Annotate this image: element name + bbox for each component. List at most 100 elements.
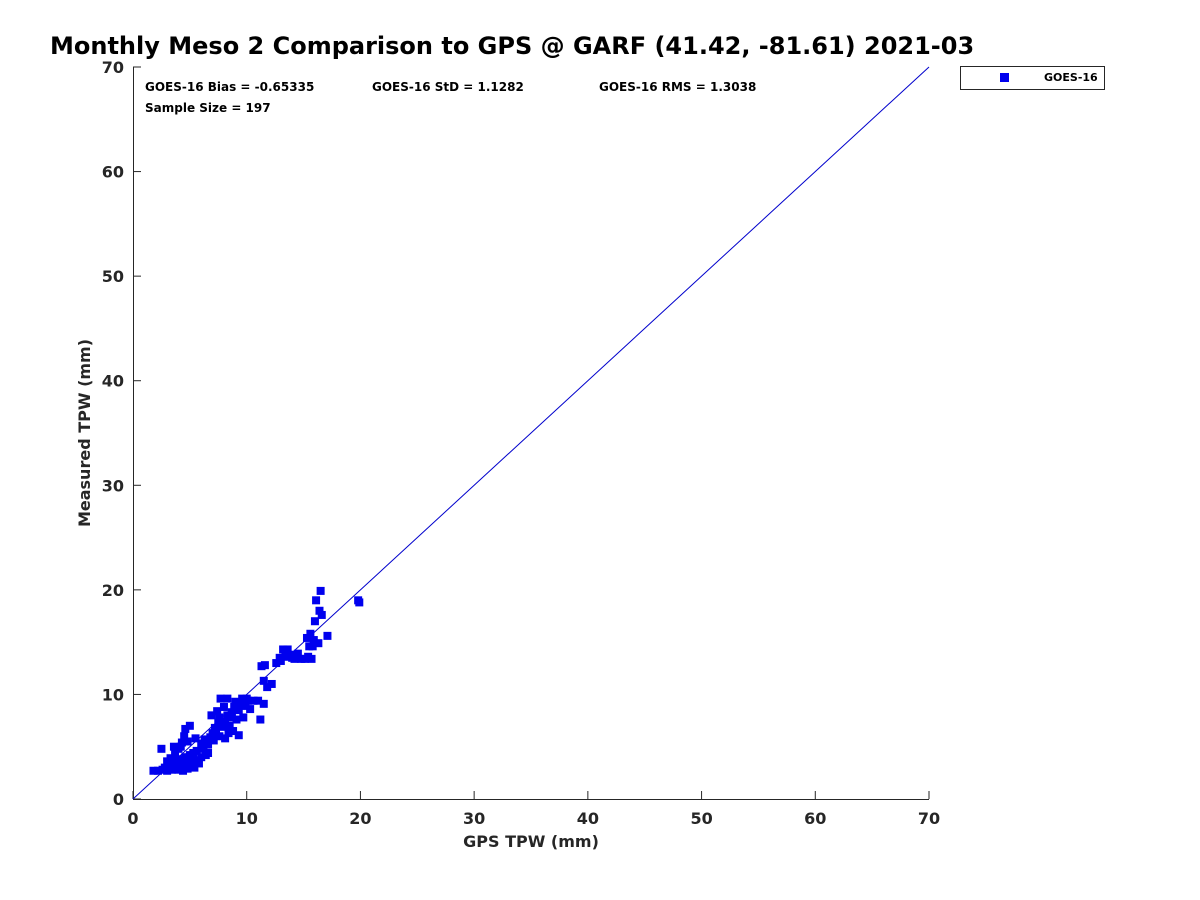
data-point xyxy=(239,713,248,722)
data-point xyxy=(312,596,321,605)
data-point xyxy=(181,753,190,762)
data-point xyxy=(304,652,313,661)
data-point xyxy=(302,633,311,642)
data-point xyxy=(279,645,288,654)
data-point xyxy=(256,715,265,724)
data-point xyxy=(260,661,269,670)
data-point xyxy=(177,738,186,747)
data-point xyxy=(194,759,203,768)
data-point xyxy=(323,631,332,640)
data-point xyxy=(240,700,249,709)
data-point xyxy=(179,766,188,775)
x-tick-label: 30 xyxy=(463,809,485,828)
data-point xyxy=(238,694,247,703)
data-point xyxy=(229,727,238,736)
data-point xyxy=(157,744,166,753)
data-point xyxy=(180,732,189,741)
data-point xyxy=(259,676,268,685)
data-point xyxy=(180,758,189,767)
x-tick-label: 20 xyxy=(349,809,371,828)
data-point xyxy=(213,707,222,716)
data-point xyxy=(249,696,258,705)
data-point xyxy=(225,721,234,730)
x-axis-label: GPS TPW (mm) xyxy=(463,832,599,851)
stat-std: GOES-16 StD = 1.1282 xyxy=(372,80,524,94)
data-point xyxy=(171,750,180,759)
plot-axes: 0 10 20 30 40 50 60 70 0 10 20 30 40 50 60 70 xyxy=(102,58,940,828)
data-point xyxy=(281,652,290,661)
data-point xyxy=(221,717,230,726)
data-point xyxy=(215,713,224,722)
data-point xyxy=(355,598,364,607)
data-point xyxy=(246,705,255,714)
data-point xyxy=(231,697,240,706)
data-point xyxy=(192,746,201,755)
data-point xyxy=(166,754,175,763)
data-point xyxy=(314,639,323,648)
data-point xyxy=(207,711,216,720)
data-point xyxy=(209,736,218,745)
reference-line-group xyxy=(132,66,930,800)
y-tick-label: 40 xyxy=(102,372,124,391)
data-point xyxy=(232,715,241,724)
data-point xyxy=(306,629,315,638)
one-to-one-line xyxy=(132,66,930,800)
data-point xyxy=(197,753,206,762)
data-point xyxy=(293,649,302,658)
data-point xyxy=(163,766,172,775)
data-point xyxy=(218,722,227,731)
data-point xyxy=(223,694,232,703)
y-tick-label: 10 xyxy=(102,685,124,704)
legend-box xyxy=(960,66,1105,90)
data-point xyxy=(272,659,281,668)
data-point xyxy=(176,742,185,751)
legend-marker-goes16 xyxy=(1000,73,1009,82)
data-point xyxy=(181,724,190,733)
data-point xyxy=(310,617,319,626)
data-point xyxy=(185,721,194,730)
x-tick-label: 40 xyxy=(577,809,599,828)
data-point xyxy=(226,713,235,722)
data-point xyxy=(214,718,223,727)
data-point xyxy=(183,764,192,773)
data-point xyxy=(263,683,272,692)
y-tick-label: 0 xyxy=(113,790,124,809)
data-point xyxy=(219,702,228,711)
data-point xyxy=(288,653,297,662)
y-tick-label: 50 xyxy=(102,267,124,286)
data-point xyxy=(149,766,158,775)
data-point xyxy=(197,739,206,748)
data-point xyxy=(191,734,200,743)
data-point xyxy=(283,645,292,654)
data-point xyxy=(199,744,208,753)
data-point xyxy=(230,702,239,711)
data-point xyxy=(183,737,192,746)
legend-label-goes16: GOES-16 xyxy=(1044,71,1098,84)
data-point xyxy=(254,696,263,705)
data-point xyxy=(309,636,318,645)
data-point xyxy=(215,732,224,741)
data-point xyxy=(308,642,317,651)
y-tick-label: 20 xyxy=(102,581,124,600)
data-point xyxy=(242,694,251,703)
data-point xyxy=(200,735,209,744)
data-point xyxy=(169,742,178,751)
legend: GOES-16 xyxy=(960,66,1105,90)
data-point xyxy=(267,679,276,688)
data-point xyxy=(212,725,221,734)
x-tick-label: 60 xyxy=(804,809,826,828)
data-point xyxy=(227,708,236,717)
stat-rms: GOES-16 RMS = 1.3038 xyxy=(599,80,756,94)
y-axis-label: Measured TPW (mm) xyxy=(75,339,94,527)
data-point xyxy=(190,763,199,772)
data-point xyxy=(204,748,213,757)
data-point xyxy=(204,740,213,749)
data-point xyxy=(315,606,324,615)
data-point xyxy=(221,734,230,743)
data-point xyxy=(234,731,243,740)
x-tick-label: 50 xyxy=(690,809,712,828)
x-tick-label: 70 xyxy=(918,809,940,828)
y-tick-label: 30 xyxy=(102,476,124,495)
data-points xyxy=(149,586,364,775)
